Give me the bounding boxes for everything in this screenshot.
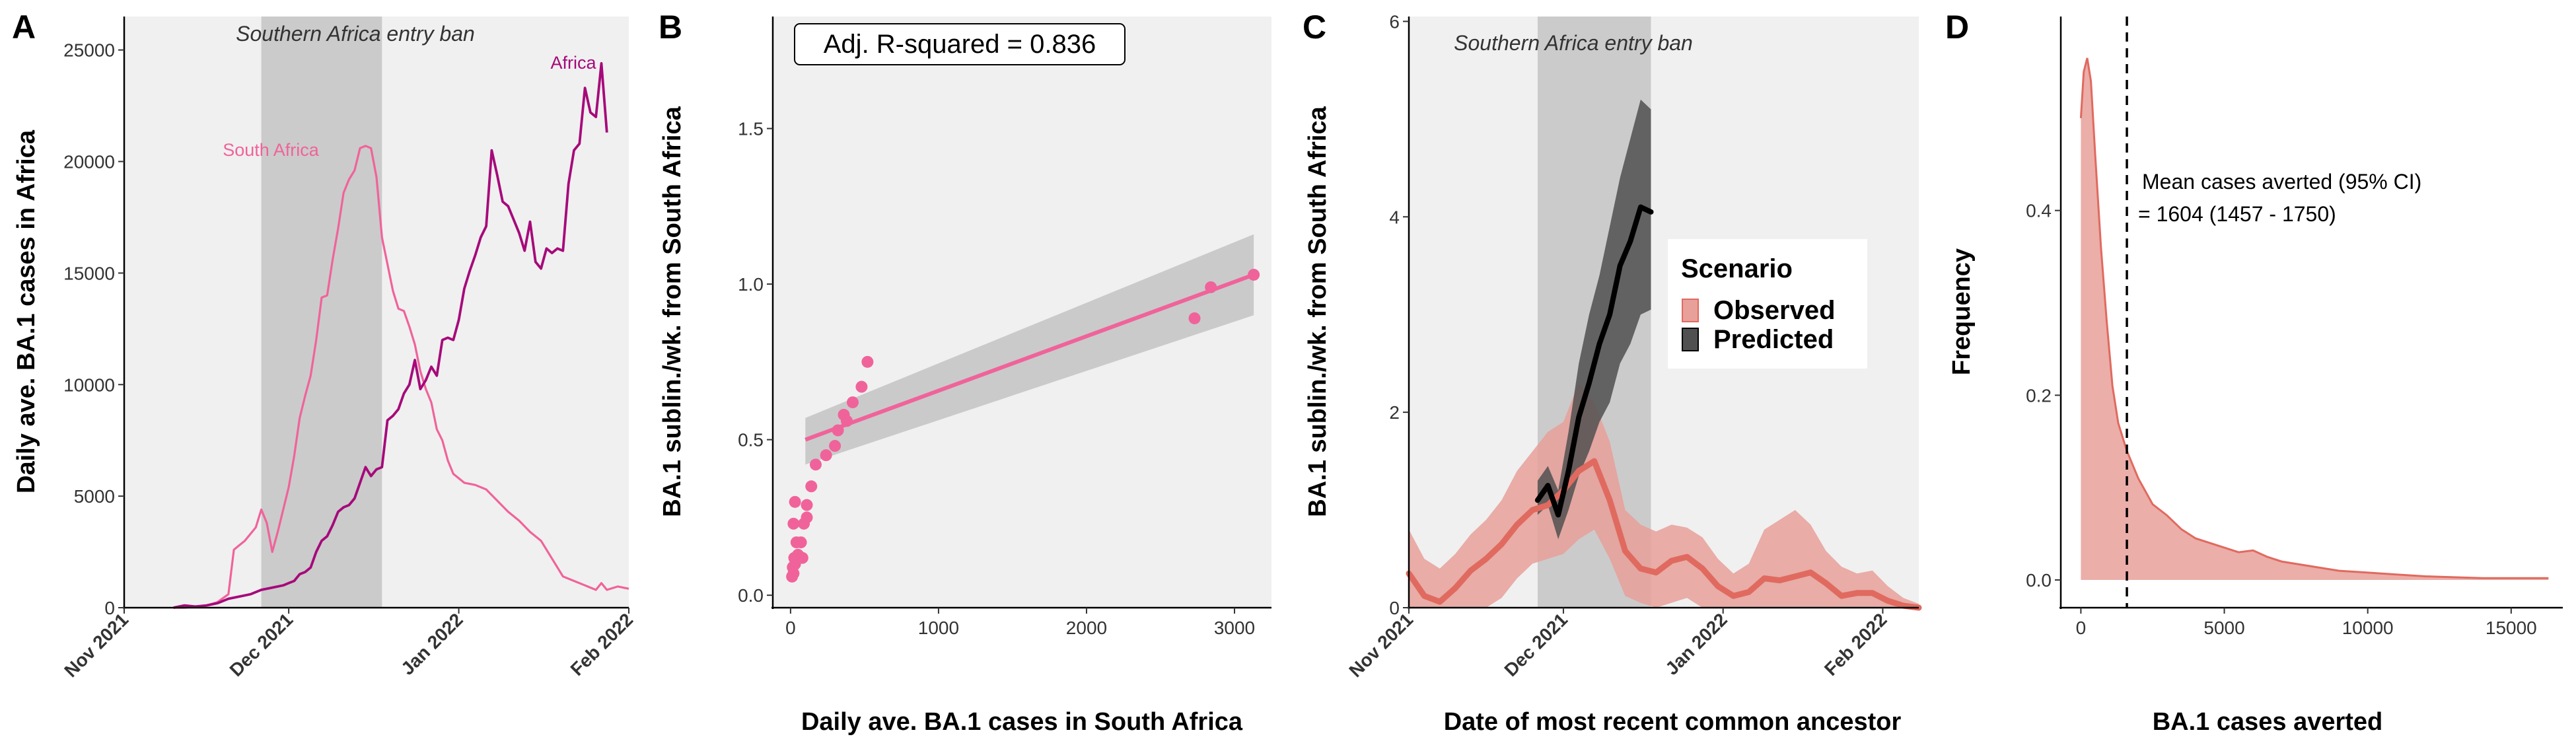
chart_data.1-y-tick-label: 1.5 [738, 119, 764, 139]
chart_data.2-y-tick-label: 2 [1389, 402, 1400, 423]
chart_data.2-x-tick-label: Jan 2022 [1661, 609, 1731, 679]
chart_data.3-y-axis-title: Frequency [1948, 248, 1976, 375]
panel-b-data-point [1188, 312, 1201, 324]
chart_data.0-x-tick-label: Jan 2022 [397, 609, 467, 679]
panel-a-series-label-africa: Africa [550, 53, 596, 73]
chart_data.2-y-tick-label: 4 [1389, 207, 1400, 227]
panel-a-entry-ban-label: Southern Africa entry ban [236, 22, 475, 46]
chart_data.0-x-tick-label: Nov 2021 [60, 609, 132, 681]
chart_data.3-y-tick-label: 0.2 [2026, 385, 2052, 406]
chart_data.1-panel-letter: B [659, 9, 682, 46]
chart_data.3-y-tick-label: 0.4 [2026, 201, 2052, 221]
panel-c-legend-title: Scenario [1681, 254, 1793, 283]
chart_data.0-y-axis-title: Daily ave. BA.1 cases in Africa [13, 129, 40, 493]
chart_data.2-y-axis-title: BA.1 sublin./wk. from South Africa [1304, 106, 1332, 517]
panel-c-entry-ban-label: Southern Africa entry ban [1454, 31, 1693, 55]
chart_data.2-x-axis-title: Date of most recent common ancestor [1444, 708, 1902, 736]
chart_data.1-y-tick-label: 0.5 [738, 430, 764, 450]
chart_data.1-x-tick-label: 3000 [1214, 618, 1255, 638]
panel-b-annotation-text: Adj. R-squared = 0.836 [824, 30, 1096, 59]
chart_data.0-y-tick-label: 25000 [63, 40, 115, 61]
panel-a-entry-ban-band [261, 17, 382, 608]
panel-b-data-point [801, 499, 813, 511]
chart_data.2-panel-letter: C [1303, 9, 1326, 46]
chart_data.0-y-tick-label: 15000 [63, 263, 115, 283]
chart_data.2-y-tick-label: 6 [1389, 11, 1400, 32]
panel-d-annotation-line-1: Mean cases averted (95% CI) [2142, 170, 2421, 194]
panel-a-series-line-1 [173, 62, 608, 609]
panel-b-data-point [838, 408, 850, 421]
chart_data.0-x-tick-label: Dec 2021 [226, 609, 297, 680]
panel-b-data-point [855, 380, 868, 393]
panel-c-legend-key-0 [1682, 299, 1699, 322]
chart_data.3-x-tick-label: 0 [2076, 618, 2087, 638]
panel-c-legend-key-1 [1682, 328, 1699, 351]
panel-b-annotation-box [794, 23, 1126, 65]
panel-d-density-line [2079, 57, 2549, 579]
panel-b-data-point [861, 355, 874, 368]
panel-b-data-point [820, 449, 832, 462]
chart_data.1-x-tick-label: 1000 [918, 618, 959, 638]
chart_data.3-panel-letter: D [1945, 9, 1969, 46]
chart_data.0-x-tick-label: Feb 2022 [567, 609, 637, 680]
panel-b-fit-ci-band [805, 234, 1254, 465]
chart_data.0-y-tick-label: 5000 [74, 486, 115, 507]
chart_data.1-x-axis-title: Daily ave. BA.1 cases in South Africa [801, 708, 1243, 736]
panel-b: Adj. R-squared = 0.836 0.0 0.5 1.0 1.5 0 1000 2… [659, 9, 1271, 736]
chart_data.3-x-tick-label: 5000 [2203, 618, 2244, 638]
panel-b-data-point [809, 458, 822, 471]
chart_data.0-y-tick-label: 10000 [63, 375, 115, 395]
chart_data.1-y-axis-title: BA.1 sublin./wk. from South Africa [659, 106, 686, 517]
panel-b-data-point [787, 517, 800, 530]
chart_data.1-x-tick-label: 2000 [1066, 618, 1107, 638]
chart_data.0-y-tick-label: 0 [104, 598, 115, 618]
chart_data.2-x-tick-label: Nov 2021 [1345, 609, 1417, 681]
panel-c-legend-label-1: Predicted [1713, 325, 1834, 354]
chart_data.1-y-tick-label: 1.0 [738, 274, 764, 295]
chart_data.2-x-tick-label: Feb 2022 [1820, 609, 1891, 680]
chart_data.1-y-tick-label: 0.0 [738, 585, 764, 606]
panel-b-data-point [829, 440, 841, 452]
chart_data.2-y-tick-label: 0 [1389, 598, 1400, 618]
chart_data.3-x-axis-title: BA.1 cases averted [2153, 708, 2383, 736]
chart_data.0-panel-letter: A [12, 9, 36, 46]
panel-b-data-point [796, 552, 808, 564]
chart_data.3-x-tick-label: 15000 [2486, 618, 2537, 638]
panel-c-series-line-1 [1534, 204, 1654, 518]
panel-b-data-point [846, 396, 859, 409]
chart_data.3-y-tick-label: 0.0 [2026, 570, 2052, 591]
panel-c-ci-band-0 [1409, 382, 1919, 608]
panel-c-legend-label-0: Observed [1713, 296, 1836, 325]
panel-c-series-line-0 [1406, 458, 1922, 611]
panel-d: Mean cases averted (95% CI) = 1604 (1457 … [1945, 9, 2563, 736]
panel-b-fit-line [805, 273, 1255, 442]
chart_data.1-x-tick-label: 0 [785, 618, 796, 638]
panel-c-ci-band-1 [1537, 99, 1651, 540]
panel-b-data-point [805, 480, 818, 493]
panel-d-annotation-line-2: = 1604 (1457 - 1750) [2138, 202, 2336, 226]
chart_data.3-x-tick-label: 10000 [2342, 618, 2394, 638]
panel-b-data-point [789, 495, 801, 508]
panel-a-series-label-south-africa: South Africa [223, 140, 320, 160]
panel-b-data-point [795, 536, 807, 549]
chart_data.0-y-tick-label: 20000 [63, 152, 115, 172]
panel-a-series-line-0 [173, 145, 629, 609]
panel-c-legend-box [1668, 239, 1867, 369]
panel-c: Southern Africa entry ban Scenario Observe… [1303, 9, 1922, 736]
chart_data.2-x-tick-label: Dec 2021 [1500, 609, 1571, 680]
panel-a: Southern Africa entry ban South Africa Afr… [12, 9, 637, 681]
panel-b-data-point [801, 511, 813, 524]
